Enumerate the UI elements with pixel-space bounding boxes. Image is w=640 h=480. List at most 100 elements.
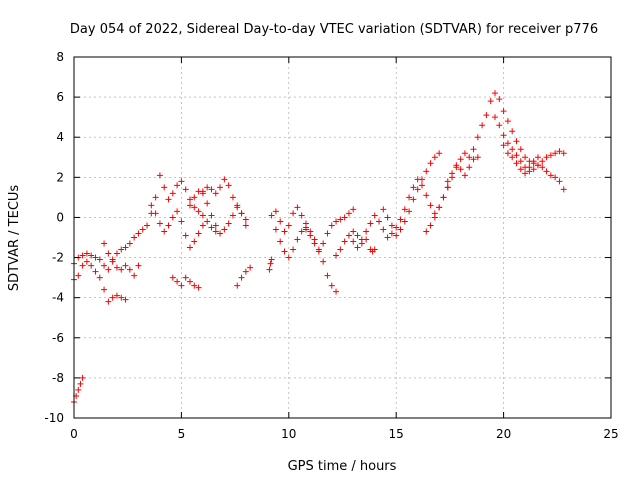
- data-point: [333, 252, 340, 259]
- data-point: [543, 154, 550, 161]
- data-point: [302, 220, 309, 227]
- data-point: [152, 210, 159, 217]
- data-point: [212, 190, 219, 197]
- data-point: [358, 240, 365, 247]
- data-point: [393, 224, 400, 231]
- data-point: [83, 250, 90, 257]
- data-point: [509, 146, 516, 153]
- data-point: [500, 108, 507, 115]
- data-point: [517, 158, 524, 165]
- data-point: [513, 160, 520, 167]
- data-point: [315, 248, 322, 255]
- data-point: [161, 228, 168, 235]
- data-point: [191, 282, 198, 289]
- data-point: [401, 206, 408, 213]
- series-track-x: [500, 142, 541, 177]
- data-point: [186, 196, 193, 203]
- data-point: [204, 200, 211, 207]
- data-point: [135, 262, 142, 269]
- data-point: [522, 170, 529, 177]
- series-track-j: [266, 256, 275, 273]
- data-point: [479, 122, 486, 129]
- data-point: [92, 268, 99, 275]
- data-point: [83, 258, 90, 265]
- data-point: [152, 194, 159, 201]
- data-point: [440, 194, 447, 201]
- data-point: [513, 138, 520, 145]
- data-point: [238, 210, 245, 217]
- data-point: [354, 232, 361, 239]
- data-point: [199, 188, 206, 195]
- data-point: [182, 232, 189, 239]
- x-tick-label: 15: [389, 427, 404, 441]
- data-point: [380, 226, 387, 233]
- data-point: [406, 208, 413, 215]
- data-point: [109, 294, 116, 301]
- data-point: [174, 278, 181, 285]
- data-point: [350, 228, 357, 235]
- data-point: [225, 220, 232, 227]
- data-point: [414, 186, 421, 193]
- data-point: [470, 156, 477, 163]
- data-point: [552, 150, 559, 157]
- data-point: [560, 186, 567, 193]
- data-point: [333, 218, 340, 225]
- y-tick-label: 8: [56, 50, 64, 64]
- data-point: [131, 272, 138, 279]
- data-point: [324, 230, 331, 237]
- data-point: [122, 244, 129, 251]
- data-point: [354, 244, 361, 251]
- data-point: [341, 238, 348, 245]
- y-tick-label: -10: [44, 411, 64, 425]
- data-point: [186, 244, 193, 251]
- series-track-w: [492, 114, 567, 193]
- data-point: [444, 184, 451, 191]
- data-point: [436, 150, 443, 157]
- y-tick-label: -6: [52, 331, 64, 345]
- data-point: [178, 218, 185, 225]
- data-point: [165, 196, 172, 203]
- y-axis-label: SDTVAR / TECUs: [7, 185, 22, 292]
- data-points: [71, 90, 567, 405]
- data-point: [191, 238, 198, 245]
- data-point: [453, 162, 460, 169]
- data-point: [556, 148, 563, 155]
- data-point: [534, 162, 541, 169]
- data-point: [457, 156, 464, 163]
- data-point: [118, 266, 125, 273]
- data-point: [221, 226, 228, 233]
- data-point: [79, 262, 86, 269]
- data-point: [552, 174, 559, 181]
- x-tick-label: 0: [70, 427, 78, 441]
- data-point: [509, 128, 516, 135]
- data-point: [169, 190, 176, 197]
- data-point: [517, 146, 524, 153]
- data-point: [431, 214, 438, 221]
- data-point: [268, 256, 275, 263]
- data-point: [268, 212, 275, 219]
- data-point: [242, 268, 249, 275]
- series-track-g: [186, 188, 249, 237]
- series-track-c: [101, 240, 142, 279]
- data-point: [556, 178, 563, 185]
- data-point: [208, 224, 215, 231]
- data-point: [101, 240, 108, 247]
- data-point: [406, 194, 413, 201]
- data-point: [500, 132, 507, 139]
- data-point: [199, 222, 206, 229]
- data-point: [186, 202, 193, 209]
- series-track-s: [384, 176, 451, 241]
- data-point: [345, 210, 352, 217]
- data-point: [461, 150, 468, 157]
- x-tick-label: 5: [178, 427, 186, 441]
- data-point: [427, 202, 434, 209]
- data-point: [272, 226, 279, 233]
- data-point: [195, 208, 202, 215]
- data-point: [384, 234, 391, 241]
- data-point: [285, 222, 292, 229]
- data-point: [311, 240, 318, 247]
- data-point: [178, 178, 185, 185]
- data-point: [101, 262, 108, 269]
- data-point: [376, 218, 383, 225]
- data-point: [234, 282, 241, 289]
